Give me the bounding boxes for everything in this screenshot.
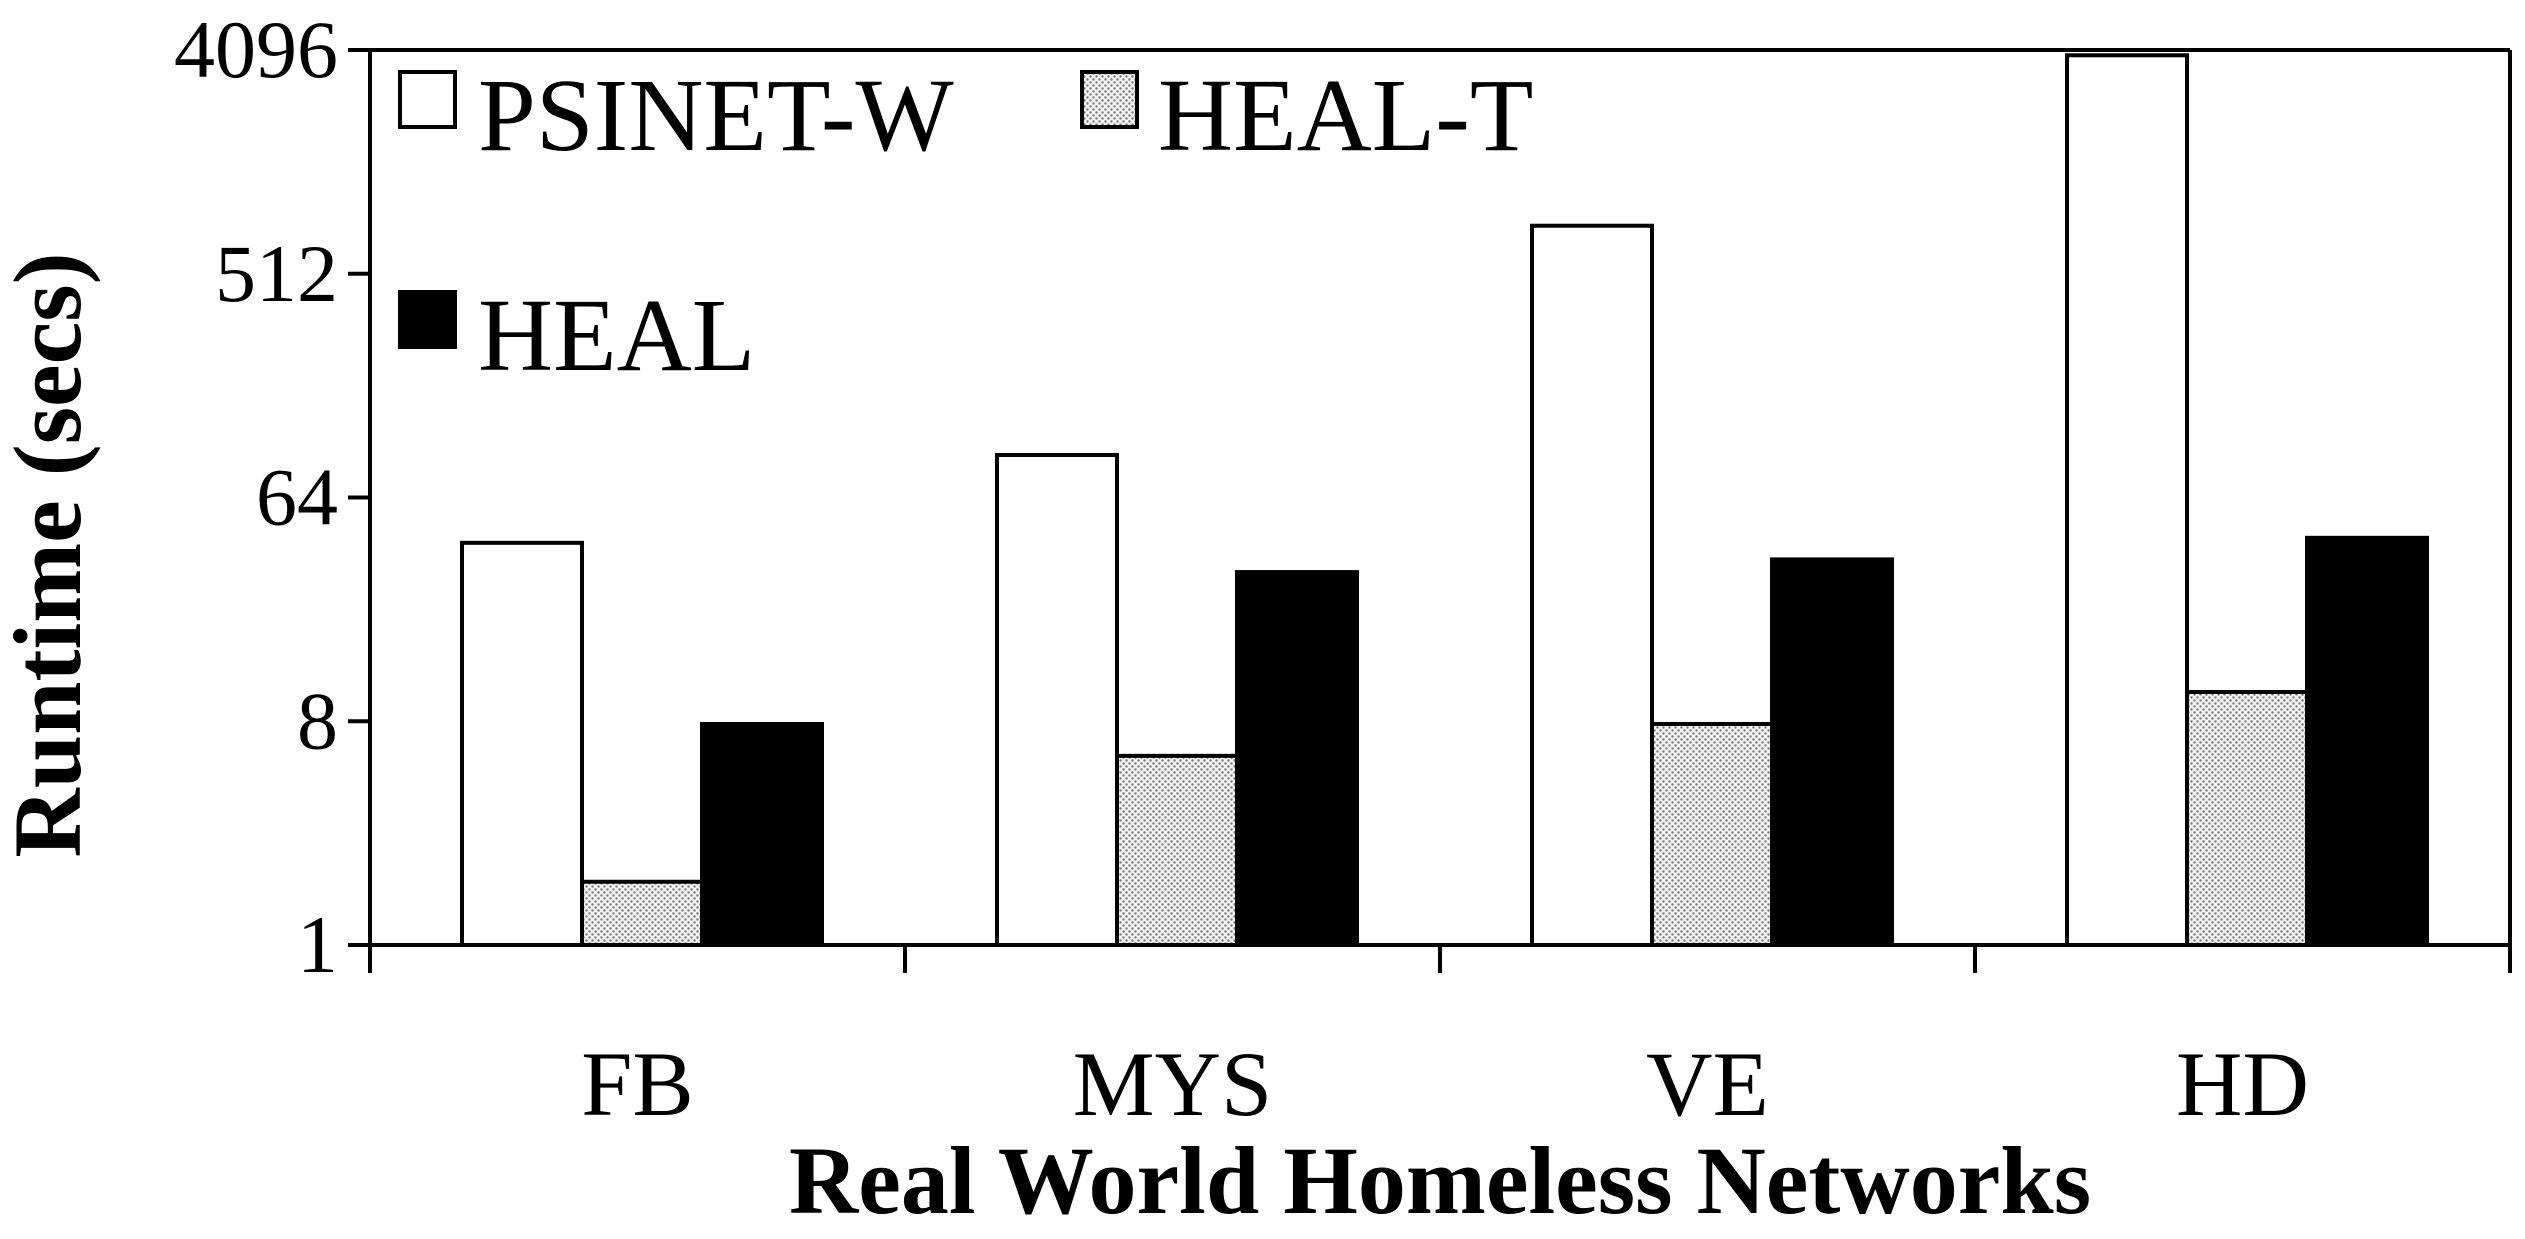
bar-psinet-w-fb (460, 540, 584, 947)
bar-heal-mys (1235, 570, 1359, 947)
bar-heal-t-mys (1115, 753, 1239, 947)
bar-psinet-w-hd (2065, 53, 2189, 948)
y-axis-title: Runtime (secs) (0, 252, 101, 857)
y-tick-label: 64 (256, 452, 338, 543)
bar-psinet-w-ve (1530, 223, 1654, 947)
bar-heal-ve (1770, 557, 1894, 948)
legend-swatch (1080, 70, 1139, 129)
x-tick-label: MYS (1073, 1033, 1272, 1135)
legend-label: HEAL-T (1158, 58, 1533, 173)
legend: PSINET-W HEAL-T HEAL (398, 58, 1533, 393)
bar-heal-t-ve (1650, 721, 1774, 948)
x-axis-ticks: FB MYS VE HD (368, 945, 2512, 1135)
y-tick-label: 8 (297, 675, 338, 766)
legend-label: HEAL (478, 278, 755, 393)
bar-heal-fb (700, 721, 824, 948)
x-tick-label: VE (1646, 1033, 1769, 1135)
bar-heal-t-hd (2185, 689, 2309, 948)
bar-heal-t-fb (580, 879, 704, 947)
legend-swatch (398, 70, 457, 129)
bar-psinet-w-mys (995, 452, 1119, 947)
bars (460, 53, 2429, 948)
x-tick-label: HD (2176, 1033, 2309, 1135)
bar-heal-hd (2305, 535, 2429, 947)
y-tick-label: 512 (215, 228, 338, 319)
x-axis-title: Real World Homeless Networks (789, 1127, 2091, 1234)
y-axis-ticks: 1 8 64 512 4096 (174, 4, 370, 990)
y-tick-label: 1 (297, 899, 338, 990)
legend-swatch (398, 290, 457, 349)
y-tick-label: 4096 (174, 4, 338, 95)
x-tick-label: FB (581, 1033, 694, 1135)
legend-label: PSINET-W (478, 58, 954, 173)
